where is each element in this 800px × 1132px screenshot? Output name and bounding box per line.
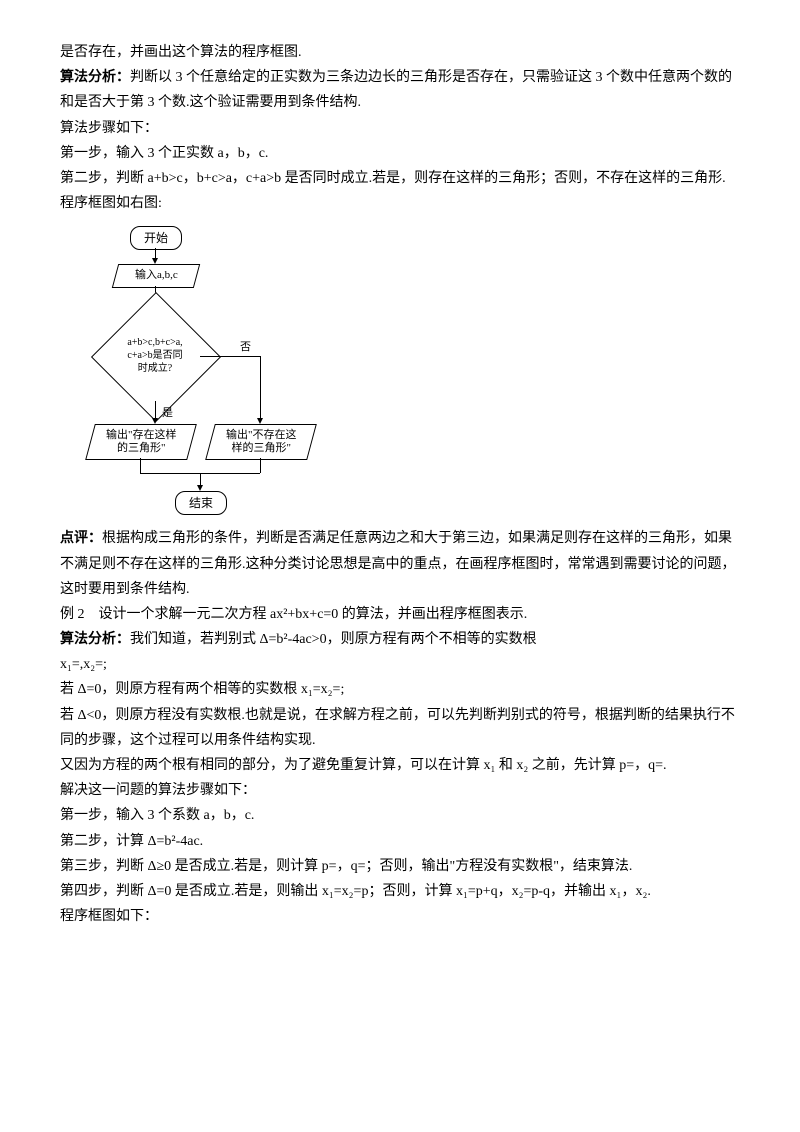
analysis2a: 我们知道，若判别式 Δ=b²-4ac>0，则原方程有两个不相等的实数根 <box>130 632 537 647</box>
flowchart2-intro: 程序框图如下： <box>60 904 740 929</box>
example2: 例 2 设计一个求解一元二次方程 ax²+bx+c=0 的算法，并画出程序框图表… <box>60 602 740 627</box>
flow-output-yes: 输出"存在这样的三角形" <box>85 424 197 460</box>
analysis2e: 又因为方程的两个根有相同的部分，为了避免重复计算，可以在计算 x₁ 和 x₂ 之… <box>60 753 740 778</box>
analysis2: 算法分析：我们知道，若判别式 Δ=b²-4ac>0，则原方程有两个不相等的实数根 <box>60 627 740 652</box>
review-label: 点评： <box>60 531 102 546</box>
step2: 第二步，判断 a+b>c，b+c>a，c+a>b 是否同时成立.若是，则存在这样… <box>60 166 740 191</box>
flow-input: 输入a,b,c <box>112 264 200 288</box>
flow-yes-label: 是 <box>162 404 173 424</box>
flow-decision-text: a+b>c,b+c>a,c+a>b是否同时成立? <box>100 336 210 375</box>
flowchart-intro: 程序框图如右图: <box>60 191 740 216</box>
s3: 第三步，判断 Δ≥0 是否成立.若是，则计算 p=，q=；否则，输出"方程没有实… <box>60 854 740 879</box>
steps-intro: 算法步骤如下： <box>60 116 740 141</box>
s1: 第一步，输入 3 个系数 a，b，c. <box>60 803 740 828</box>
intro-text: 是否存在，并画出这个算法的程序框图. <box>60 40 740 65</box>
flow-start: 开始 <box>130 226 182 250</box>
s2: 第二步，计算 Δ=b²-4ac. <box>60 829 740 854</box>
analysis1-label: 算法分析： <box>60 70 130 85</box>
analysis2d: 若 Δ<0，则原方程没有实数根.也就是说，在求解方程之前，可以先判断判别式的符号… <box>60 703 740 753</box>
flow-output-no: 输出"不存在这样的三角形" <box>205 424 317 460</box>
analysis2c: 若 Δ=0，则原方程有两个相等的实数根 x₁=x₂=; <box>60 677 740 702</box>
flow-no-label: 否 <box>240 338 251 358</box>
analysis2-label: 算法分析： <box>60 632 130 647</box>
review-body: 根据构成三角形的条件，判断是否满足任意两边之和大于第三边，如果满足则存在这样的三… <box>60 531 736 596</box>
flow-end: 结束 <box>175 491 227 515</box>
flowchart-diagram: 开始 输入a,b,c a+b>c,b+c>a,c+a>b是否同时成立? 是 否 … <box>80 226 340 516</box>
step1: 第一步，输入 3 个正实数 a，b，c. <box>60 141 740 166</box>
s4: 第四步，判断 Δ=0 是否成立.若是，则输出 x₁=x₂=p；否则，计算 x₁=… <box>60 879 740 904</box>
solve-intro: 解决这一问题的算法步骤如下： <box>60 778 740 803</box>
analysis1-body: 判断以 3 个任意给定的正实数为三条边边长的三角形是否存在，只需验证这 3 个数… <box>60 70 732 110</box>
analysis2b: x₁=,x₂=; <box>60 652 740 677</box>
review: 点评：根据构成三角形的条件，判断是否满足任意两边之和大于第三边，如果满足则存在这… <box>60 526 740 602</box>
analysis1: 算法分析：判断以 3 个任意给定的正实数为三条边边长的三角形是否存在，只需验证这… <box>60 65 740 115</box>
